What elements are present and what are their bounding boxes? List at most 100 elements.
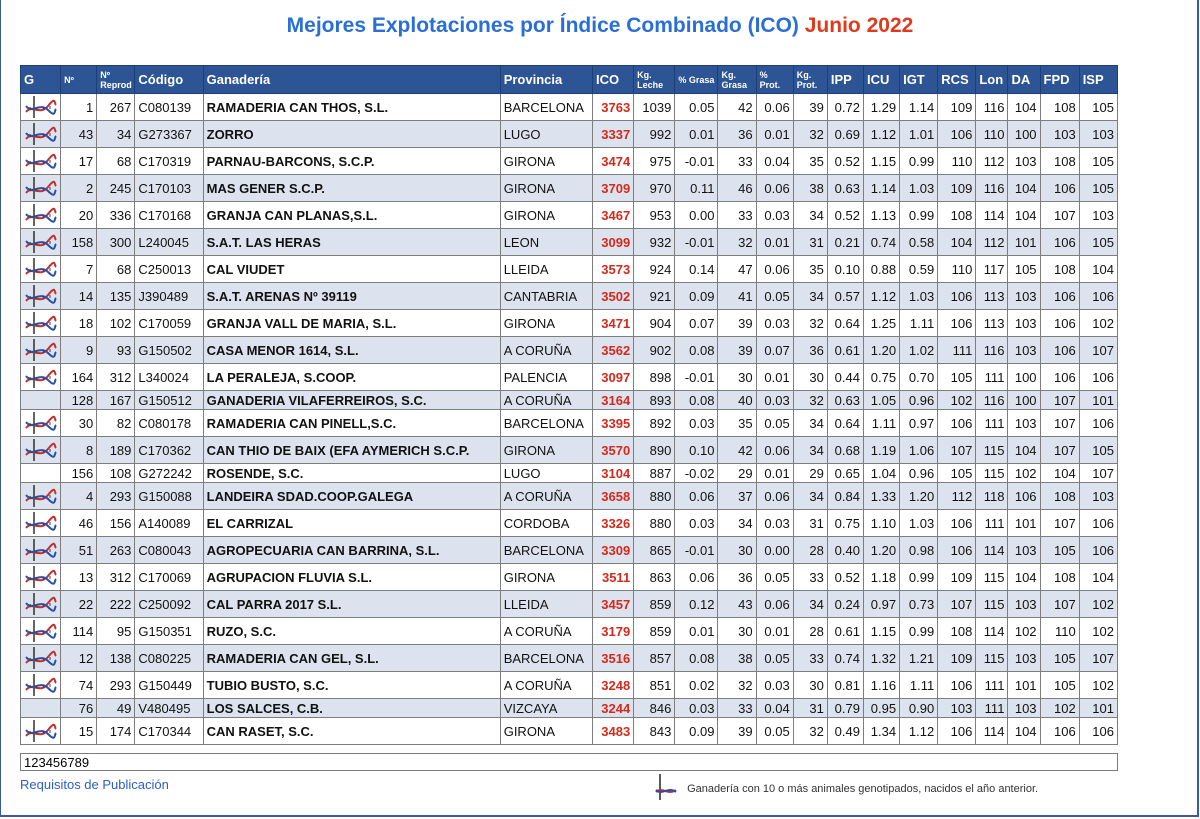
cell-ipp: 0.64 <box>826 309 864 337</box>
cell-rcs: 106 <box>937 671 977 699</box>
cell-igt: 1.11 <box>899 309 939 337</box>
cell-codigo: G272242 <box>134 463 204 483</box>
cell-pct-prot: 0.03 <box>755 509 794 537</box>
table-row: 4 293 G150088 LANDEIRA SDAD.COOP.GALEGA A CO… <box>19 482 1119 510</box>
cell-fpd: 107 <box>1039 201 1080 229</box>
cell-isp: 101 <box>1078 390 1119 410</box>
cell-n: 22 <box>60 590 98 618</box>
cell-ganaderia: EL CARRIZAL <box>202 509 501 537</box>
cell-kg-prot: 31 <box>792 228 828 256</box>
cell-igt: 1.12 <box>899 717 939 745</box>
cell-g <box>19 336 62 364</box>
cell-reprod: 102 <box>96 309 136 337</box>
cell-pct-prot: 0.06 <box>755 93 794 121</box>
cell-ipp: 0.44 <box>826 363 864 391</box>
cell-pct-grasa: 0.09 <box>674 282 719 310</box>
cell-codigo: G150502 <box>134 336 204 364</box>
cell-fpd: 106 <box>1039 174 1080 202</box>
cell-reprod: 135 <box>96 282 136 310</box>
cell-g <box>19 590 62 618</box>
cell-lon: 115 <box>975 590 1009 618</box>
cell-kg-prot: 28 <box>792 536 828 564</box>
cell-provincia: GIRONA <box>499 201 594 229</box>
cell-isp: 102 <box>1078 309 1119 337</box>
dna-helix-icon <box>24 593 57 615</box>
numbers-row: 123456789 <box>20 753 1118 771</box>
cell-fpd: 102 <box>1039 698 1080 718</box>
cell-kg-leche: 902 <box>633 336 676 364</box>
cell-lon: 114 <box>975 717 1009 745</box>
table-row: 164 312 L340024 LA PERALEJA, S.COOP. PALENCI… <box>19 363 1119 391</box>
cell-ico: 3099 <box>592 228 635 256</box>
table-row: 7 68 C250013 CAL VIUDET LLEIDA 3573 924 0.14 47 0… <box>19 255 1119 283</box>
cell-isp: 102 <box>1078 671 1119 699</box>
cell-kg-grasa: 29 <box>717 463 757 483</box>
cell-reprod: 93 <box>96 336 136 364</box>
cell-ico: 3483 <box>592 717 635 745</box>
cell-kg-leche: 857 <box>633 644 676 672</box>
cell-igt: 0.90 <box>899 698 939 718</box>
cell-ico: 3326 <box>592 509 635 537</box>
cell-icu: 0.88 <box>862 255 901 283</box>
cell-codigo: G150512 <box>134 390 204 410</box>
cell-pct-prot: 0.01 <box>755 463 794 483</box>
cell-da: 103 <box>1007 590 1041 618</box>
cell-n: 13 <box>60 563 98 591</box>
cell-kg-prot: 32 <box>792 120 828 148</box>
title-main: Mejores Explotaciones por Índice Combina… <box>286 14 799 37</box>
cell-rcs: 106 <box>937 120 977 148</box>
cell-pct-prot: 0.03 <box>755 390 794 410</box>
cell-reprod: 300 <box>96 228 136 256</box>
cell-ico: 3471 <box>592 309 635 337</box>
requisitos-link[interactable]: Requisitos de Publicación <box>20 777 169 792</box>
cell-igt: 1.11 <box>899 671 939 699</box>
cell-ipp: 0.81 <box>826 671 864 699</box>
cell-lon: 114 <box>975 201 1009 229</box>
cell-ganaderia: CAN THIO DE BAIX (EFA AYMERICH S.C.P. <box>202 436 501 464</box>
cell-fpd: 106 <box>1039 309 1080 337</box>
cell-igt: 0.99 <box>899 201 939 229</box>
cell-provincia: VIZCAYA <box>499 698 594 718</box>
cell-rcs: 109 <box>937 644 977 672</box>
cell-g <box>19 282 62 310</box>
cell-ico: 3097 <box>592 363 635 391</box>
cell-lon: 118 <box>975 482 1009 510</box>
cell-ganaderia: S.A.T. ARENAS Nº 39119 <box>202 282 501 310</box>
cell-n: 2 <box>60 174 98 202</box>
cell-g <box>19 309 62 337</box>
cell-da: 103 <box>1007 698 1041 718</box>
cell-da: 104 <box>1007 93 1041 121</box>
cell-reprod: 336 <box>96 201 136 229</box>
cell-da: 104 <box>1007 563 1041 591</box>
cell-icu: 1.18 <box>862 563 901 591</box>
page-title: Mejores Explotaciones por Índice Combina… <box>0 14 1200 38</box>
legend: Ganadería con 10 o más animales genotipa… <box>652 772 1038 802</box>
cell-kg-leche: 846 <box>633 698 676 718</box>
col-n: Nº <box>60 65 98 94</box>
cell-rcs: 103 <box>937 698 977 718</box>
cell-fpd: 106 <box>1039 717 1080 745</box>
cell-igt: 0.73 <box>899 590 939 618</box>
dna-helix-icon <box>24 366 57 388</box>
cell-isp: 107 <box>1078 463 1119 483</box>
cell-ico: 3309 <box>592 536 635 564</box>
cell-g <box>19 255 62 283</box>
cell-rcs: 106 <box>937 409 977 437</box>
cell-lon: 115 <box>975 463 1009 483</box>
cell-g <box>19 201 62 229</box>
cell-provincia: A CORUÑA <box>499 671 594 699</box>
cell-ico: 3395 <box>592 409 635 437</box>
cell-isp: 107 <box>1078 644 1119 672</box>
cell-rcs: 112 <box>937 482 977 510</box>
cell-pct-prot: 0.05 <box>755 717 794 745</box>
cell-provincia: LEON <box>499 228 594 256</box>
cell-isp: 107 <box>1078 336 1119 364</box>
cell-rcs: 108 <box>937 617 977 645</box>
cell-rcs: 108 <box>937 201 977 229</box>
table-row: 20 336 C170168 GRANJA CAN PLANAS,S.L. GIRONA… <box>19 201 1119 229</box>
cell-codigo: C170103 <box>134 174 204 202</box>
cell-da: 104 <box>1007 717 1041 745</box>
cell-kg-grasa: 37 <box>717 482 757 510</box>
cell-lon: 117 <box>975 255 1009 283</box>
cell-lon: 111 <box>975 671 1009 699</box>
